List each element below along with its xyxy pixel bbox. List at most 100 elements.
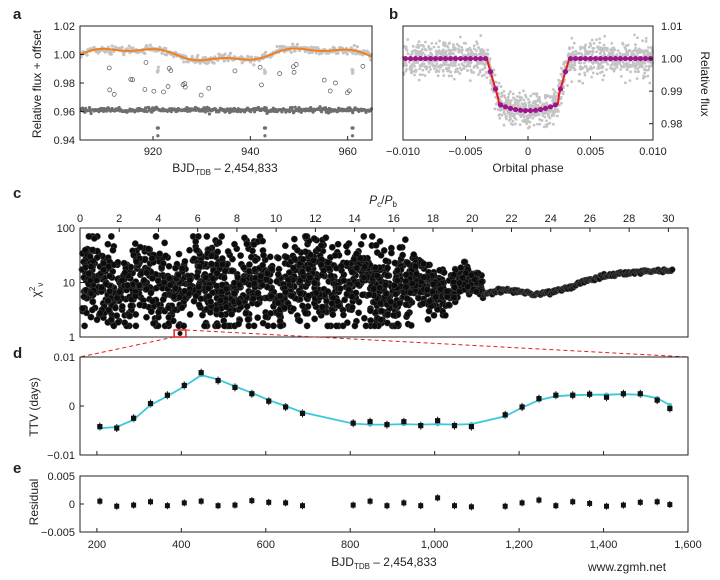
panel-b-binned-point	[607, 55, 614, 62]
panel-b-point	[524, 93, 527, 97]
panel-a-upper-point	[148, 43, 152, 47]
panel-c-point	[312, 289, 320, 297]
panel-d-observed-point	[198, 370, 204, 376]
panel-a-transit-point	[351, 68, 355, 72]
panel-a-upper-point	[352, 43, 356, 48]
panel-b-point	[424, 64, 427, 68]
panel-b-point	[552, 122, 555, 126]
panel-b-point	[413, 73, 416, 77]
panel-c-point	[150, 319, 157, 327]
panel-c-point	[81, 322, 88, 330]
panel-b-point	[637, 62, 641, 66]
panel-b-point	[646, 74, 650, 78]
panel-b-point	[536, 122, 539, 126]
panel-b-point	[634, 66, 637, 70]
panel-a-outlier	[293, 62, 299, 67]
panel-c-point	[669, 266, 676, 273]
panel-b-point	[583, 71, 587, 75]
panel-d-observed-point	[570, 392, 576, 398]
panel-c-point	[361, 263, 369, 271]
panel-e-y-tick-label: −0.005	[41, 527, 75, 539]
panel-b-point	[555, 114, 559, 118]
panel-a-outlier	[345, 90, 350, 96]
panel-d-ylabel: TTV (days)	[27, 377, 41, 436]
panel-c-x-tick-label: 18	[427, 213, 439, 225]
panel-b-point	[532, 113, 536, 117]
panel-b-binned-point	[542, 105, 549, 111]
panel-c-point	[254, 314, 262, 322]
panel-c-point	[230, 289, 238, 297]
panel-b-point	[435, 62, 439, 66]
panel-b-binned-point	[562, 69, 569, 75]
panel-b-point	[560, 101, 563, 105]
panel-b-point	[463, 60, 467, 64]
panel-a-upper-point	[314, 51, 318, 55]
panel-b-point	[406, 38, 410, 41]
panel-c-x-tick-label: 24	[545, 213, 557, 225]
panel-a-upper-point	[228, 51, 233, 55]
panel-b-point	[452, 77, 456, 81]
panel-c-point	[262, 275, 270, 283]
panel-b-point	[442, 74, 446, 77]
panel-c-point	[215, 239, 223, 246]
panel-b-point	[531, 92, 535, 96]
panel-c-zoom-line-left	[79, 336, 175, 358]
panel-a-lower-point	[89, 111, 93, 116]
panel-b-point	[629, 70, 633, 74]
panel-c-point	[334, 240, 342, 248]
panel-b-point	[546, 122, 550, 126]
panel-c-point	[353, 250, 360, 258]
panel-a-upper-point	[164, 46, 168, 51]
panel-a-lower-point	[290, 105, 294, 110]
panel-b-binned-point	[522, 108, 529, 114]
panel-a-upper-point	[172, 55, 176, 59]
panel-a-y-tick-label: 1.00	[54, 50, 75, 62]
panel-a-lower-point	[293, 105, 297, 109]
panel-a-lower-point	[263, 109, 268, 113]
panel-b-point	[508, 90, 512, 94]
panel-b-point	[436, 74, 440, 78]
panel-c-point	[391, 259, 399, 267]
panel-c-point	[337, 285, 344, 292]
panel-b-binned-point	[577, 55, 584, 62]
panel-c-point	[80, 293, 88, 301]
panel-b-point	[450, 74, 453, 78]
panel-c-point	[345, 286, 353, 294]
panel-b-binned-points	[402, 55, 654, 114]
panel-b-point	[566, 84, 569, 87]
panel-c-point	[328, 243, 336, 251]
panel-c-point	[222, 303, 230, 311]
panel-b-point	[602, 74, 606, 77]
panel-c-point	[165, 262, 173, 270]
panel-b-binned-point	[642, 55, 649, 62]
panel-b-point	[409, 64, 412, 68]
panel-b-point	[418, 73, 422, 77]
panel-c-point	[332, 264, 340, 272]
panel-c-point	[377, 299, 384, 307]
panel-b-point	[633, 33, 636, 37]
panel-c-point	[328, 300, 336, 307]
panel-c-point	[478, 278, 486, 286]
panel-c-point	[243, 240, 251, 248]
panel-e-residual-point	[502, 503, 508, 509]
panel-b-point	[441, 69, 445, 73]
panel-c-x-tick-label: 12	[309, 213, 321, 225]
panel-b-point	[413, 48, 417, 52]
panel-b-y-tick-label: 1.01	[661, 21, 682, 33]
panel-c-point	[235, 320, 242, 328]
panel-b-point	[424, 48, 428, 52]
panel-c-point	[92, 276, 100, 284]
panel-d-observed-point	[435, 418, 441, 424]
panel-b-point	[586, 69, 589, 73]
panel-a-outlier	[198, 92, 204, 98]
panel-c-point	[250, 241, 258, 248]
panel-b-point	[621, 53, 624, 57]
panel-b-point	[558, 82, 562, 86]
panel-c-point	[382, 281, 390, 289]
panel-b-point	[580, 67, 583, 71]
panel-a-outlier	[327, 88, 333, 94]
panel-c-point	[426, 297, 434, 305]
panel-b-point	[603, 46, 607, 50]
panel-b-point	[579, 47, 582, 51]
panel-c-point	[98, 284, 105, 292]
